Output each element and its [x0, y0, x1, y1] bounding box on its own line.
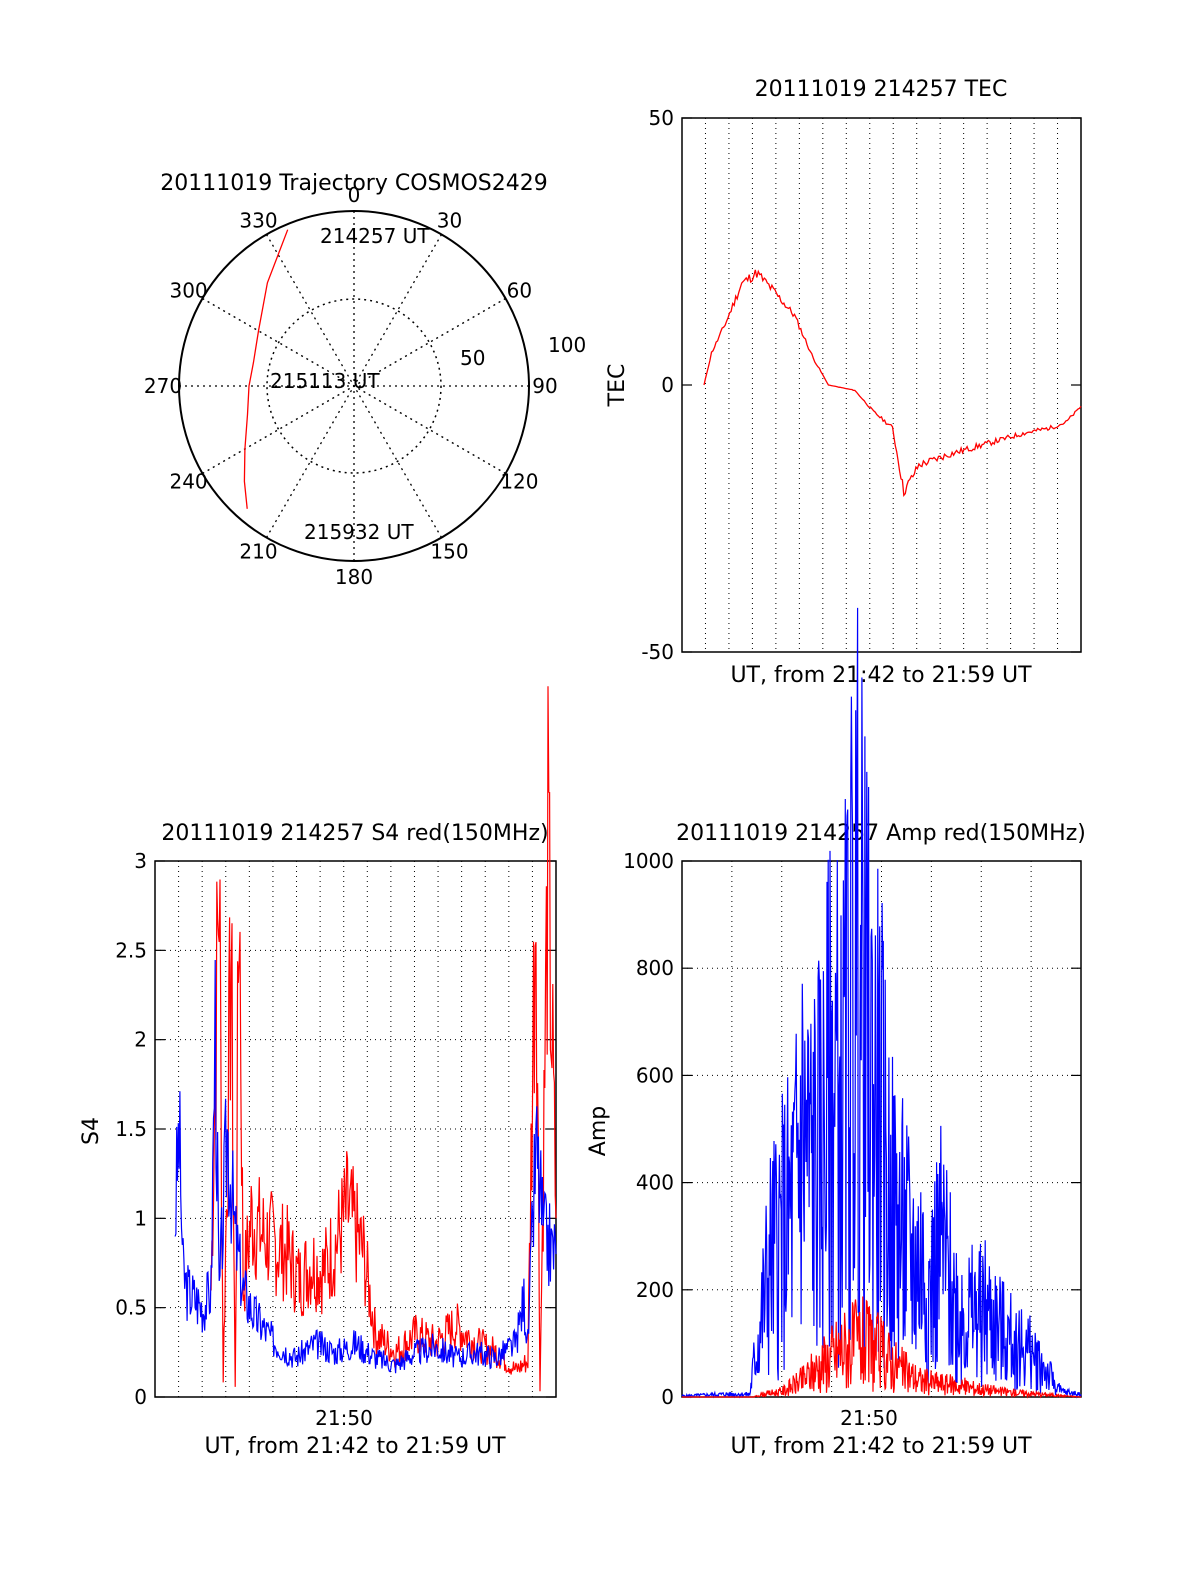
s4-y-axis-label: S4 [79, 1117, 104, 1145]
polar-azimuth-label: 240 [169, 470, 207, 494]
amp-y-tick-label: 800 [636, 956, 674, 980]
amp-y-tick-label: 200 [636, 1278, 674, 1302]
trajectory-mid-label: 215113 UT [270, 369, 380, 393]
tec-y-ticks: 50 0 -50 [641, 106, 1081, 664]
tec-x-axis-label: UT, from 21:42 to 21:59 UT [730, 663, 1032, 688]
s4-y-tick-label: 2.5 [115, 938, 147, 962]
polar-inner-circle [266, 298, 442, 474]
s4-panel: 20111019 214257 S4 red(150MHz) 0 0.5 1 1.5 2… [79, 686, 557, 1459]
trajectory-end-label: 215932 UT [304, 520, 414, 544]
s4-x-axis-label: UT, from 21:42 to 21:59 UT [204, 1434, 506, 1459]
tec-y-tick-label: -50 [641, 640, 674, 664]
s4-y-tick-label: 0.5 [115, 1296, 147, 1320]
amp-y-tick-label: 600 [636, 1063, 674, 1087]
s4-y-tick-label: 3 [134, 849, 147, 873]
amp-y-tick-label: 1000 [623, 849, 674, 873]
polar-azimuth-label: 300 [169, 279, 207, 303]
amp-title: 20111019 214257 Amp red(150MHz) [676, 821, 1086, 846]
tec-y-tick-label: 50 [649, 106, 674, 130]
tec-series-line [703, 269, 1082, 498]
tec-y-tick-label: 0 [661, 373, 674, 397]
amp-y-tick-label: 400 [636, 1171, 674, 1195]
polar-azimuth-label: 180 [335, 565, 373, 589]
s4-y-ticks: 0 0.5 1 1.5 2 2.5 3 [115, 849, 556, 1409]
s4-y-tick-label: 1.5 [115, 1117, 147, 1141]
polar-azimuth-label: 0 [348, 183, 361, 207]
tec-title: 20111019 214257 TEC [755, 77, 1008, 102]
amp-x-axis-label: UT, from 21:42 to 21:59 UT [730, 1434, 1032, 1459]
polar-radius-label-50: 50 [460, 346, 485, 370]
amp-panel: 20111019 214257 Amp red(150MHz) 0 200 400 6… [586, 607, 1086, 1459]
amp-y-tick-label: 0 [661, 1385, 674, 1409]
s4-title: 20111019 214257 S4 red(150MHz) [161, 821, 548, 846]
s4-x-tick-label: 21:50 [315, 1406, 373, 1430]
polar-radius-label-100: 100 [548, 333, 586, 357]
tec-y-axis-label: TEC [605, 364, 630, 408]
s4-grid [155, 861, 556, 1397]
polar-azimuth-label: 270 [144, 374, 182, 398]
trajectory-line [243, 229, 289, 509]
polar-spoke-150 [265, 234, 443, 538]
s4-red-series-line [210, 686, 557, 1392]
s4-y-tick-label: 2 [134, 1028, 147, 1052]
polar-spokes [179, 211, 529, 561]
amp-plot-frame [681, 860, 1082, 1398]
polar-azimuth-label: 120 [500, 470, 538, 494]
tec-panel: 20111019 214257 TEC 50 0 -50 UT, from 21:4… [605, 77, 1082, 688]
polar-azimuth-label: 150 [430, 539, 468, 563]
trajectory-start-label: 214257 UT [320, 224, 430, 248]
polar-azimuth-label: 60 [507, 279, 532, 303]
polar-azimuth-label: 210 [239, 539, 277, 563]
trajectory-title: 20111019 Trajectory COSMOS2429 [160, 171, 547, 196]
tec-grid [704, 118, 1059, 652]
polar-azimuth-label: 90 [532, 374, 557, 398]
amp-y-ticks: 0 200 400 600 800 1000 [623, 849, 1081, 1409]
amp-y-axis-label: Amp [586, 1106, 611, 1156]
s4-y-tick-label: 0 [134, 1385, 147, 1409]
trajectory-panel: 20111019 Trajectory COSMOS2429 0 30 60 90 12… [144, 171, 586, 589]
tec-plot-frame [681, 117, 1082, 653]
polar-azimuth-label: 330 [239, 209, 277, 233]
amp-x-tick-label: 21:50 [840, 1406, 898, 1430]
polar-azimuth-labels: 0 30 60 90 120 150 180 210 240 270 300 330 [144, 183, 558, 589]
s4-y-tick-label: 1 [134, 1206, 147, 1230]
polar-azimuth-label: 30 [437, 209, 462, 233]
amp-red-series-line [682, 1296, 1081, 1399]
s4-blue-series-line [174, 959, 557, 1374]
amp-blue-series-line [681, 607, 1082, 1399]
